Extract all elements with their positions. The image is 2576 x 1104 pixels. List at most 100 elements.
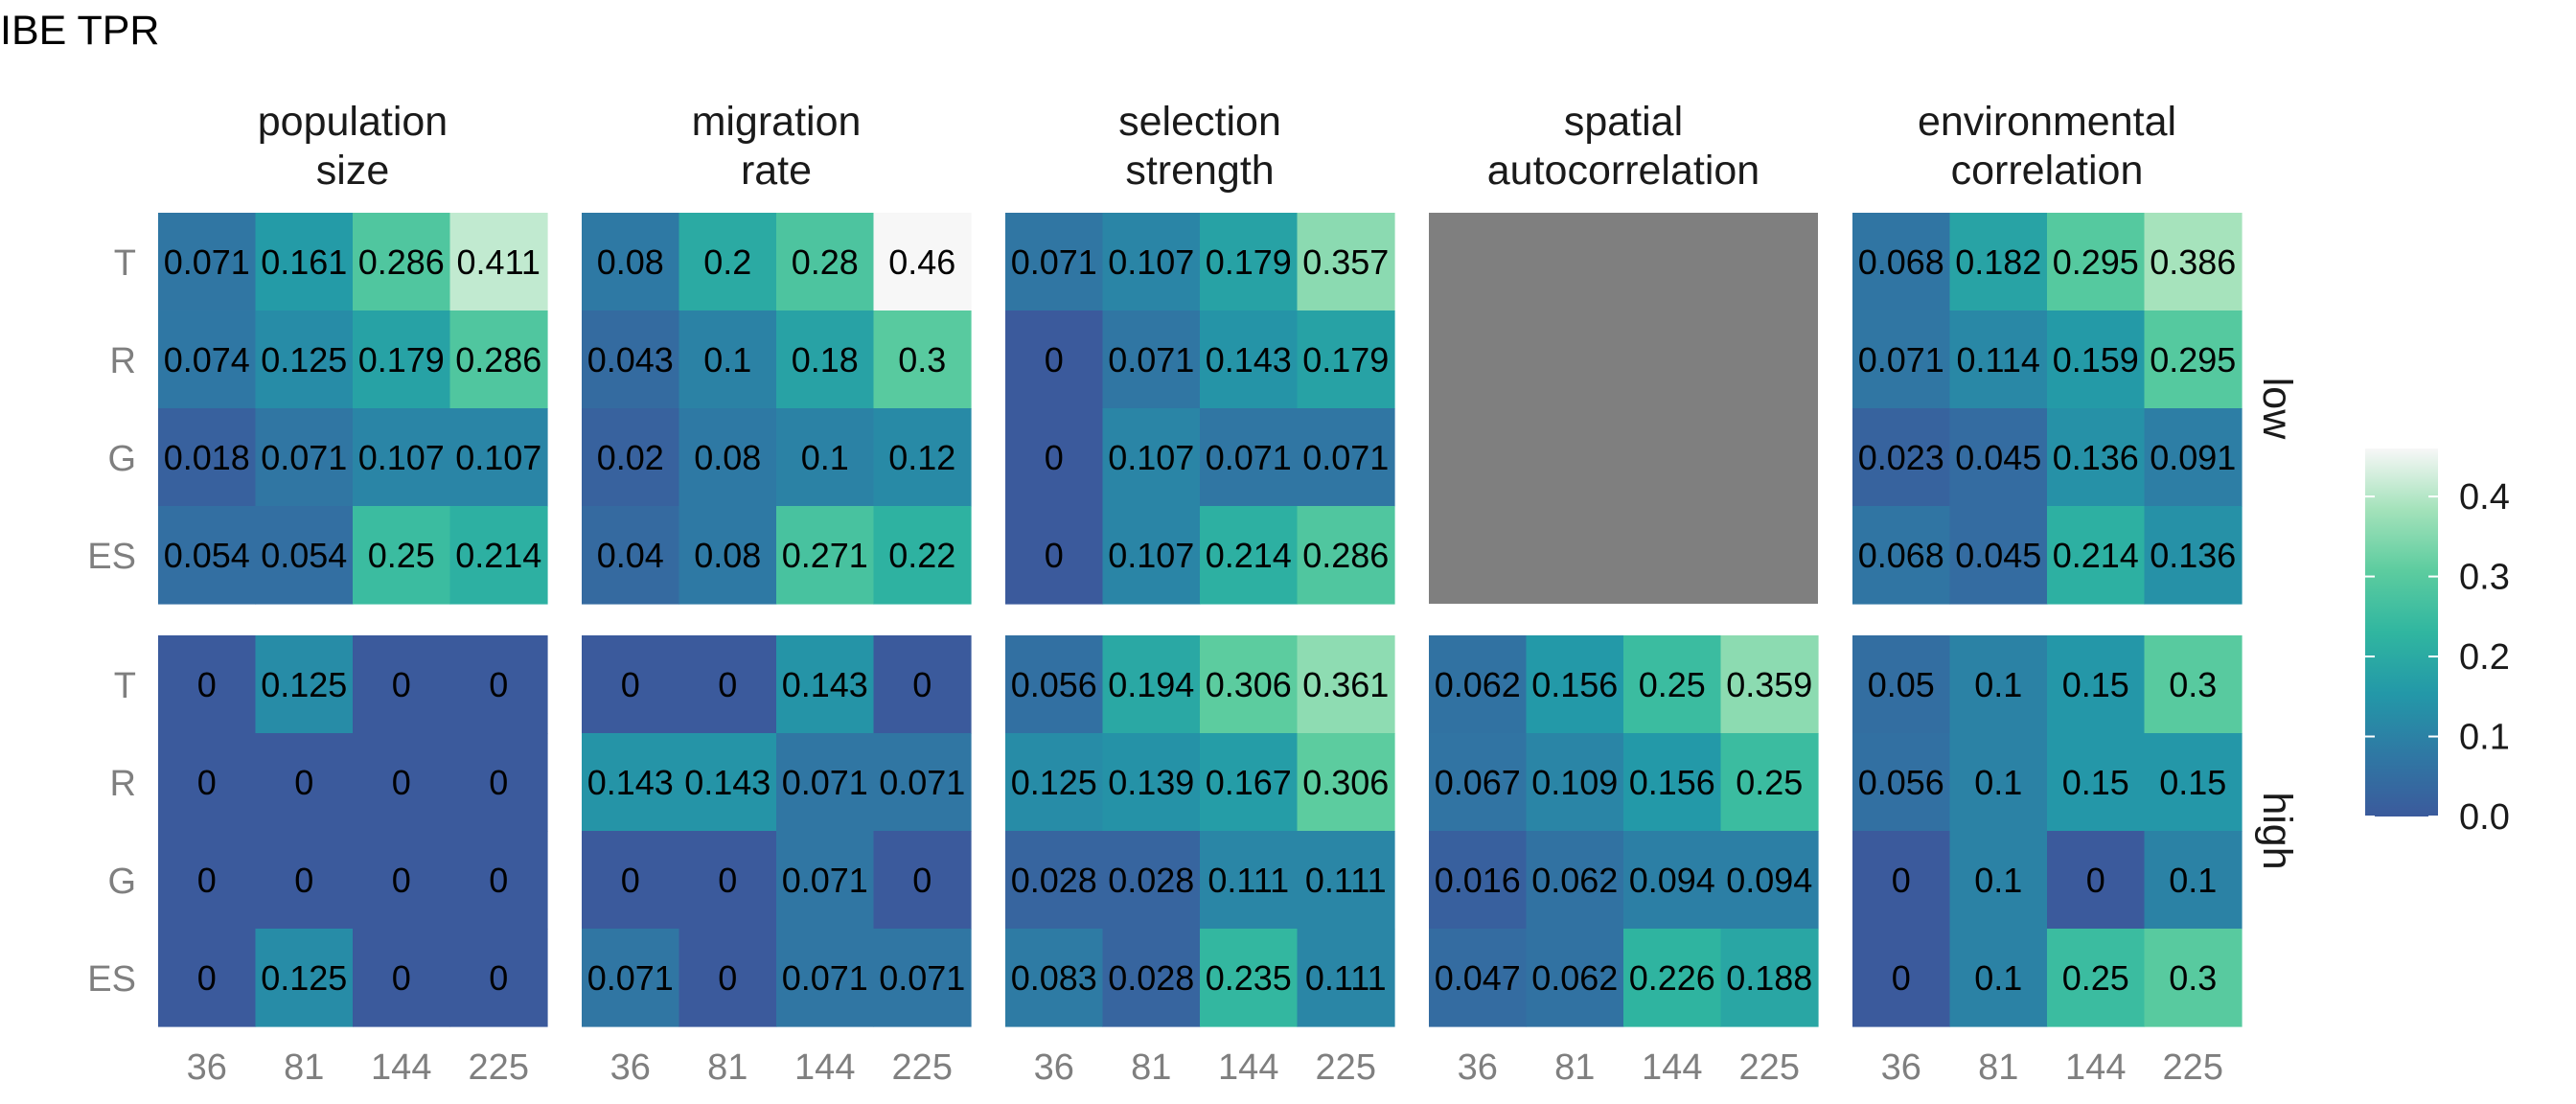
cell-value-label: 0.056 [1011, 665, 1097, 704]
cell-value-label: 0 [489, 665, 508, 704]
heatmap-cell [2144, 213, 2242, 311]
heatmap-cell [255, 310, 354, 409]
cell-value-label: 0.167 [1206, 763, 1292, 802]
heatmap-cell [2047, 408, 2146, 507]
cell-value-label: 0.136 [2150, 536, 2236, 575]
heatmap-cell [2144, 929, 2242, 1027]
y-tick-label: ES [87, 537, 136, 577]
cell-value-label: 0.062 [1435, 665, 1521, 704]
cell-value-label: 0.071 [1011, 242, 1097, 282]
cell-value-label: 0.159 [2053, 340, 2139, 380]
heatmap-cell [873, 310, 972, 409]
facet-column-title: autocorrelation [1487, 148, 1760, 194]
cell-value-label: 0.028 [1108, 861, 1194, 900]
x-tick-label: 144 [2065, 1047, 2126, 1088]
heatmap-cell [1005, 733, 1104, 832]
cell-value-label: 0.179 [358, 340, 445, 380]
heatmap-cell [1852, 929, 1951, 1027]
heatmap-cell [1297, 733, 1395, 832]
x-tick-label: 225 [1739, 1047, 1800, 1088]
facet-column-title: environmental [1918, 99, 2176, 145]
cell-value-label: 0.139 [1108, 763, 1194, 802]
cell-value-label: 0 [489, 861, 508, 900]
heatmap-cell [2144, 831, 2242, 930]
cell-value-label: 0 [912, 861, 932, 900]
heatmap-cell [1429, 635, 1528, 734]
cell-value-label: 0.04 [597, 536, 664, 575]
heatmap-cell [1526, 831, 1624, 930]
heatmap-cell [1005, 213, 1104, 311]
heatmap-cell [678, 506, 777, 605]
x-tick-label: 225 [892, 1047, 953, 1088]
heatmap-cell [582, 929, 680, 1027]
legend-tick-label: 0.4 [2459, 477, 2510, 518]
cell-value-label: 0.156 [1629, 763, 1715, 802]
cell-value-label: 0.161 [261, 242, 347, 282]
heatmap-cell [678, 310, 777, 409]
heatmap-cell [255, 213, 354, 311]
heatmap-cell [353, 831, 451, 930]
legend-tick-label: 0.0 [2459, 797, 2510, 838]
cell-value-label: 0 [197, 763, 217, 802]
x-tick-label: 225 [469, 1047, 529, 1088]
cell-value-label: 0.179 [1206, 242, 1292, 282]
heatmap-cell [449, 733, 548, 832]
cell-value-label: 0.094 [1726, 861, 1812, 900]
heatmap-cell [582, 733, 680, 832]
cell-value-label: 0 [912, 665, 932, 704]
heatmap-cell [353, 213, 451, 311]
cell-value-label: 0.1 [1974, 958, 2022, 998]
heatmap-cell [1852, 213, 1951, 311]
cell-value-label: 0.411 [457, 242, 540, 282]
heatmap-cell [1102, 929, 1201, 1027]
cell-value-label: 0.047 [1435, 958, 1521, 998]
heatmap-cell [1623, 831, 1722, 930]
heatmap-cell [1720, 635, 1819, 734]
cell-value-label: 0.357 [1302, 242, 1389, 282]
heatmap-cell [1297, 635, 1395, 734]
cell-value-label: 0.071 [879, 763, 965, 802]
heatmap-cell [776, 408, 875, 507]
cell-value-label: 0.056 [1858, 763, 1944, 802]
cell-value-label: 0.22 [888, 536, 955, 575]
heatmap-cell [255, 635, 354, 734]
cell-value-label: 0.143 [684, 763, 770, 802]
cell-value-label: 0.188 [1726, 958, 1812, 998]
heatmap-cell [1005, 408, 1104, 507]
cell-value-label: 0.071 [1206, 438, 1292, 477]
cell-value-label: 0.062 [1531, 861, 1618, 900]
cell-value-label: 0 [489, 958, 508, 998]
cell-value-label: 0.107 [1108, 536, 1194, 575]
heatmap-cell [1526, 733, 1624, 832]
heatmap-cell [1297, 213, 1395, 311]
heatmap-cell [1200, 408, 1299, 507]
cell-value-label: 0 [621, 861, 640, 900]
facet-column-title: population [258, 99, 448, 145]
x-tick-label: 36 [610, 1047, 651, 1088]
heatmap-cell [2144, 506, 2242, 605]
heatmap-cell [1005, 310, 1104, 409]
cell-value-label: 0.194 [1108, 665, 1194, 704]
cell-value-label: 0.1 [703, 340, 751, 380]
cell-value-label: 0 [197, 665, 217, 704]
cell-value-label: 0 [1045, 536, 1064, 575]
heatmap-cell [2144, 310, 2242, 409]
cell-value-label: 0.214 [2053, 536, 2139, 575]
heatmap-cell [678, 929, 777, 1027]
heatmap-cell [1102, 733, 1201, 832]
cell-value-label: 0.182 [1955, 242, 2041, 282]
heatmap-cell [255, 831, 354, 930]
legend-tick-label: 0.1 [2459, 718, 2510, 758]
missing-panel [1429, 213, 1818, 604]
heatmap-cell [2144, 408, 2242, 507]
x-tick-label: 36 [187, 1047, 227, 1088]
cell-value-label: 0.1 [2169, 861, 2217, 900]
cell-value-label: 0.1 [1974, 763, 2022, 802]
heatmap-cell [2047, 635, 2146, 734]
cell-value-label: 0.15 [2062, 763, 2129, 802]
heatmap-cell [1852, 506, 1951, 605]
heatmap-cell [582, 635, 680, 734]
cell-value-label: 0.05 [1868, 665, 1935, 704]
heatmap-cell [1200, 213, 1299, 311]
cell-value-label: 0.045 [1955, 536, 2041, 575]
